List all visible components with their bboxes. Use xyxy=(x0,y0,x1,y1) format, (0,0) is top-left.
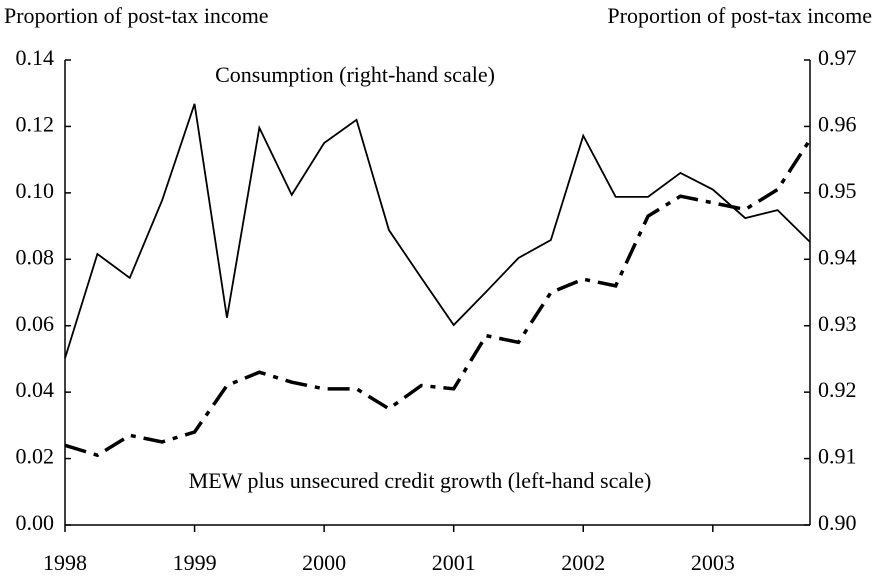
right-axis-label: Proportion of post-tax income xyxy=(607,3,872,28)
y-tick-label: 0.10 xyxy=(16,178,55,203)
y2-tick-label: 0.91 xyxy=(818,444,857,469)
y2-tick-label: 0.97 xyxy=(818,45,857,70)
x-tick-label: 1998 xyxy=(43,550,87,575)
x-tick-label: 1999 xyxy=(173,550,217,575)
y-tick-label: 0.04 xyxy=(16,377,55,402)
y-tick-label: 0.08 xyxy=(16,244,55,269)
y-tick-label: 0.12 xyxy=(16,111,55,136)
x-tick-label: 2001 xyxy=(432,550,476,575)
y-tick-label: 0.14 xyxy=(16,45,55,70)
y-tick-label: 0.00 xyxy=(16,510,55,535)
x-tick-label: 2003 xyxy=(691,550,735,575)
y2-tick-label: 0.92 xyxy=(818,377,857,402)
left-axis-label: Proportion of post-tax income xyxy=(4,3,269,28)
y2-tick-label: 0.90 xyxy=(818,510,857,535)
y2-tick-label: 0.94 xyxy=(818,244,857,269)
series-line xyxy=(64,138,812,458)
y-tick-label: 0.02 xyxy=(16,444,55,469)
y2-tick-label: 0.95 xyxy=(818,178,857,203)
x-tick-label: 2000 xyxy=(302,550,346,575)
annotation: Consumption (right-hand scale) xyxy=(215,62,495,87)
series-line xyxy=(64,103,811,359)
annotation: MEW plus unsecured credit growth (left-h… xyxy=(189,468,652,493)
y2-tick-label: 0.96 xyxy=(818,111,857,136)
y-tick-label: 0.06 xyxy=(16,311,55,336)
y2-tick-label: 0.93 xyxy=(818,311,857,336)
x-tick-label: 2002 xyxy=(561,550,605,575)
